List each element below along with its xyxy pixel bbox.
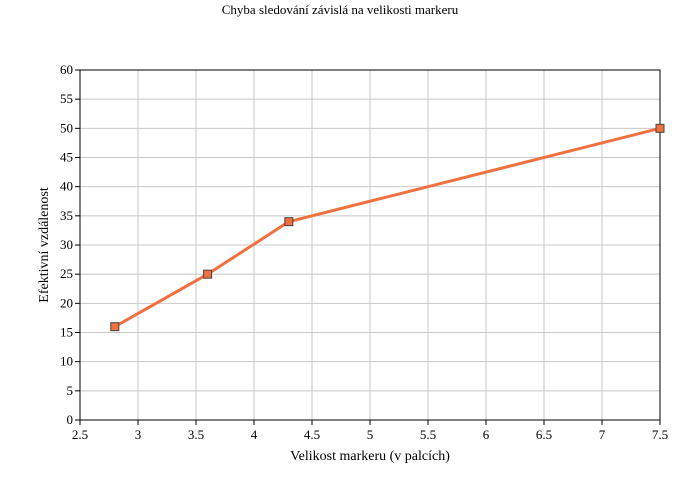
y-tick-label: 25 [60,266,73,281]
y-tick-label: 20 [60,295,73,310]
x-tick-label: 4.5 [304,427,320,442]
x-tick-label: 4 [251,427,258,442]
x-tick-label: 3 [135,427,142,442]
y-tick-label: 50 [60,120,73,135]
x-tick-label: 5.5 [420,427,436,442]
y-tick-label: 15 [60,325,73,340]
y-tick-label: 45 [60,150,73,165]
y-tick-label: 60 [60,62,73,77]
x-tick-label: 6 [483,427,490,442]
y-tick-label: 30 [60,237,73,252]
y-axis-label: Efektivní vzdálenost [37,187,52,303]
data-point [203,269,213,279]
x-axis: 2.5 3 3.5 4 4.5 5 5.5 6 6.5 7 7.5 [72,420,668,442]
x-tick-label: 2.5 [72,427,88,442]
y-tick-label: 35 [60,208,73,223]
x-axis-label: Velikost markeru (v palcích) [290,449,450,464]
data-point [655,123,665,133]
data-point [284,217,294,227]
y-axis: 0 5 10 15 20 25 30 35 40 45 50 55 60 [60,62,80,427]
chart-title: Chyba sledování závislá na velikosti mar… [222,2,459,17]
data-point [110,322,120,332]
y-tick-label: 5 [67,383,74,398]
series [110,123,665,332]
y-tick-label: 40 [60,179,73,194]
x-tick-label: 3.5 [188,427,204,442]
y-tick-label: 0 [67,412,74,427]
x-tick-label: 6.5 [536,427,552,442]
x-tick-label: 7.5 [652,427,668,442]
x-tick-label: 5 [367,427,374,442]
series-line [114,126,661,328]
x-tick-label: 7 [599,427,606,442]
y-tick-label: 10 [60,354,73,369]
y-tick-label: 55 [60,91,73,106]
grid [79,69,661,421]
